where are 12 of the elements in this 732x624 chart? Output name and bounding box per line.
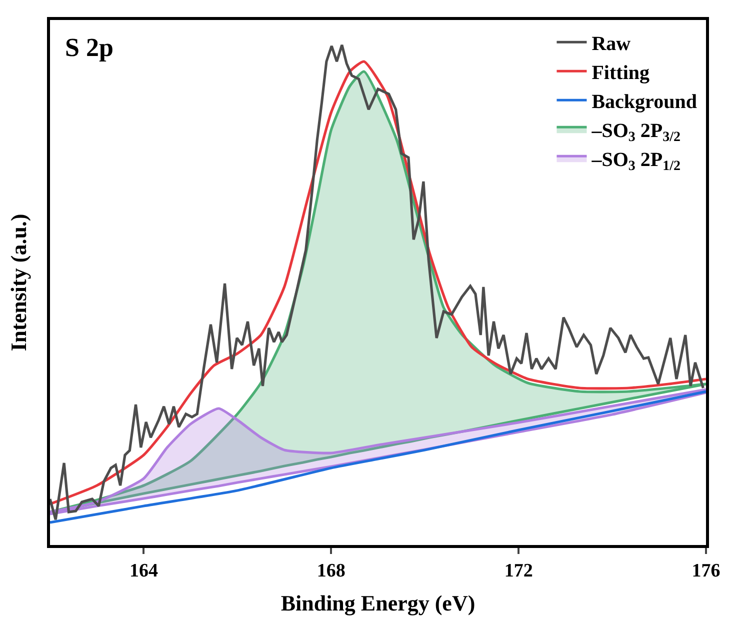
- x-tick-label: 164: [129, 560, 158, 582]
- x-tick-label: 168: [316, 560, 346, 582]
- legend-label: Fitting: [592, 62, 650, 84]
- x-tick-label: 176: [692, 560, 720, 582]
- y-axis-title: Intensity (a.u.): [6, 214, 32, 352]
- legend-label: Background: [592, 90, 697, 113]
- annotation: S 2p: [65, 33, 114, 62]
- legend-label: –SO$_{3}$ 2P$_{1/2}$: [590, 148, 681, 174]
- x-axis-title: Binding Energy (eV): [280, 590, 476, 616]
- legend-label: Raw: [592, 32, 632, 55]
- legend-label: –SO$_{3}$ 2P$_{3/2}$: [590, 120, 681, 146]
- x-tick-label: 172: [504, 560, 533, 582]
